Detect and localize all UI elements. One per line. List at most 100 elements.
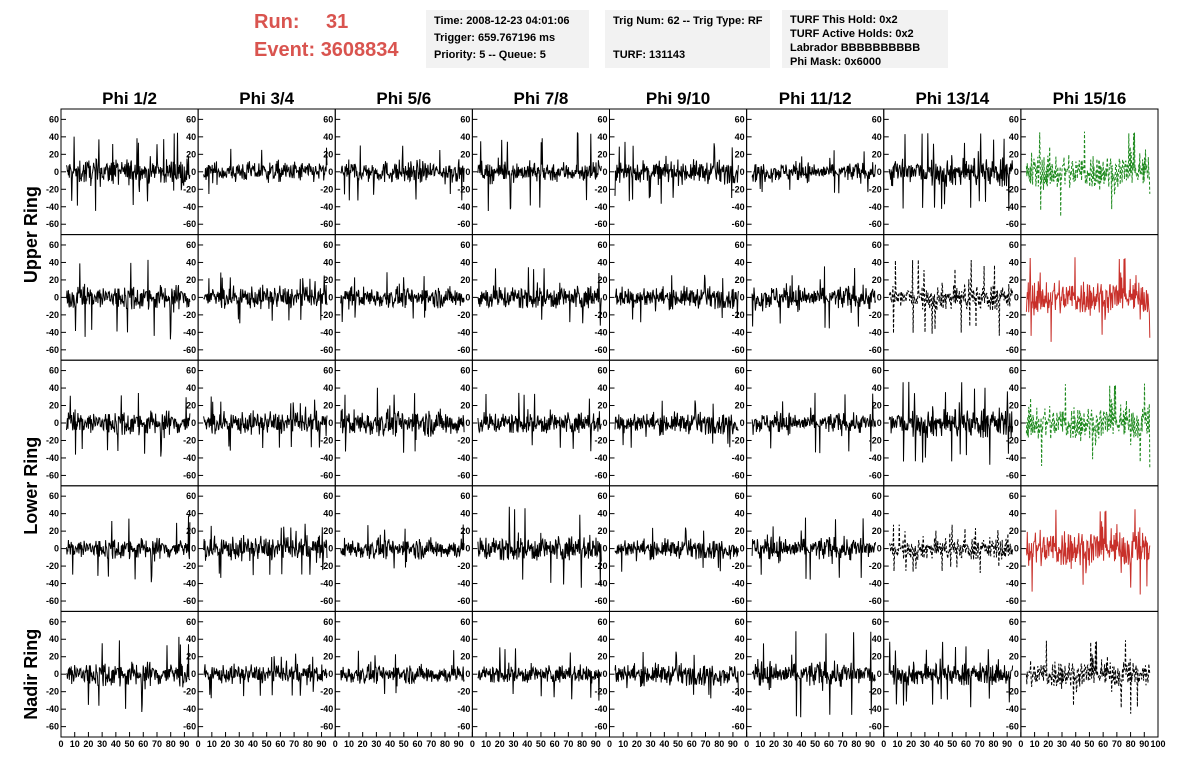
y-tick-label-r4-c1-1: -40: [46, 579, 59, 589]
y-tick-label-r5-c6-3: 0: [740, 669, 745, 679]
y-tick-label-r4-c6-6: 60: [735, 491, 745, 501]
y-tick-label-r2-c5-0: -60: [594, 345, 607, 355]
y-tick-label-r5-c3-1: -40: [320, 704, 333, 714]
x-tick-label-c8-9: 90: [1139, 739, 1149, 749]
y-tick-label-r2-c7-4: 20: [872, 275, 882, 285]
y-tick-label-r5-c2-6: 60: [186, 617, 196, 627]
x-tick-label-c7-5: 50: [947, 739, 957, 749]
x-tick-label-c1-7: 70: [152, 739, 162, 749]
x-tick-label-c4-1: 10: [481, 739, 491, 749]
y-tick-label-r1-c8-4: 20: [1009, 149, 1019, 159]
y-tick-label-r1-c6-6: 60: [735, 114, 745, 124]
y-tick-label-r5-c7-2: -20: [869, 687, 882, 697]
waveform-trace-r3-c1: [66, 392, 191, 457]
y-tick-label-r5-c1-4: 20: [49, 652, 59, 662]
y-tick-label-r5-c8-5: 40: [1009, 634, 1019, 644]
y-tick-label-r4-c1-2: -20: [46, 561, 59, 571]
event-value: 3608834: [320, 39, 399, 61]
priority-queue-text: Priority: 5 -- Queue: 5: [434, 49, 546, 61]
y-tick-label-r4-c5-1: -40: [594, 579, 607, 589]
trig-num-type-text: Trig Num: 62 -- Trig Type: RF: [613, 15, 763, 27]
y-tick-label-r3-c5-3: 0: [602, 418, 607, 428]
waveform-trace-r5-c7: [888, 641, 1014, 708]
x-tick-label-c5-0: 0: [607, 739, 612, 749]
y-tick-label-r4-c6-1: -40: [732, 579, 745, 589]
y-tick-label-r1-c4-5: 40: [460, 132, 470, 142]
waveform-trace-r4-c4: [477, 506, 602, 588]
y-tick-label-r3-c7-6: 60: [872, 366, 882, 376]
y-tick-label-r3-c2-2: -20: [183, 435, 196, 445]
y-tick-label-r2-c7-2: -20: [869, 310, 882, 320]
y-tick-label-r3-c2-0: -60: [183, 470, 196, 480]
y-tick-label-r2-c8-0: -60: [1006, 345, 1019, 355]
y-tick-label-r5-c6-1: -40: [732, 704, 745, 714]
x-tick-label-c3-7: 70: [426, 739, 436, 749]
y-tick-label-r2-c7-3: 0: [877, 292, 882, 302]
y-tick-label-r5-c2-1: -40: [183, 704, 196, 714]
y-tick-label-r3-c6-5: 40: [735, 383, 745, 393]
y-tick-label-r1-c1-3: 0: [54, 167, 59, 177]
time-text: Time: 2008-12-23 04:01:06: [434, 15, 570, 27]
y-tick-label-r5-c8-3: 0: [1014, 669, 1019, 679]
x-tick-label-c4-5: 50: [536, 739, 546, 749]
waveform-trace-r1-c8: [1025, 131, 1151, 217]
y-tick-label-r3-c8-6: 60: [1009, 366, 1019, 376]
y-tick-label-r3-c3-6: 60: [323, 366, 333, 376]
y-tick-label-r1-c4-3: 0: [465, 167, 470, 177]
y-tick-label-r5-c4-5: 40: [460, 634, 470, 644]
y-tick-label-r2-c3-4: 20: [323, 275, 333, 285]
y-tick-label-r4-c3-1: -40: [320, 579, 333, 589]
y-tick-label-r4-c8-6: 60: [1009, 491, 1019, 501]
y-tick-label-r5-c7-4: 20: [872, 652, 882, 662]
y-tick-label-r3-c4-2: -20: [457, 435, 470, 445]
column-title-6: Phi 11/12: [779, 89, 852, 108]
x-tick-label-c6-7: 70: [838, 739, 848, 749]
x-tick-label-c6-5: 50: [810, 739, 820, 749]
waveform-trace-r2-c6: [751, 266, 876, 329]
y-tick-label-r3-c2-6: 60: [186, 366, 196, 376]
y-tick-label-r5-c7-5: 40: [872, 634, 882, 644]
y-tick-label-r5-c1-5: 40: [49, 634, 59, 644]
y-tick-label-r1-c8-5: 40: [1009, 132, 1019, 142]
y-tick-label-r1-c6-0: -60: [732, 219, 745, 229]
y-tick-label-r5-c4-2: -20: [457, 687, 470, 697]
x-tick-label-c3-1: 10: [344, 739, 354, 749]
x-tick-label-c7-1: 10: [892, 739, 902, 749]
y-tick-label-r4-c6-3: 0: [740, 544, 745, 554]
y-tick-label-r5-c2-4: 20: [186, 652, 196, 662]
y-tick-label-r5-c6-4: 20: [735, 652, 745, 662]
waveform-trace-r5-c5: [614, 651, 739, 699]
x-tick-label-c3-8: 80: [440, 739, 450, 749]
run-label: Run:: [254, 11, 300, 33]
waveform-trace-r3-c3: [340, 387, 465, 453]
x-tick-label-c3-2: 20: [358, 739, 368, 749]
x-tick-label-c3-3: 30: [371, 739, 381, 749]
y-tick-label-r4-c7-3: 0: [877, 544, 882, 554]
y-tick-label-r4-c1-5: 40: [49, 509, 59, 519]
y-tick-label-r2-c3-2: -20: [320, 310, 333, 320]
y-tick-label-r3-c6-6: 60: [735, 366, 745, 376]
y-tick-label-r3-c7-0: -60: [869, 470, 882, 480]
column-title-5: Phi 9/10: [646, 89, 710, 108]
y-tick-label-r3-c4-6: 60: [460, 366, 470, 376]
y-tick-label-r3-c2-4: 20: [186, 401, 196, 411]
y-tick-label-r4-c2-5: 40: [186, 509, 196, 519]
event-row: Event: 3608834: [254, 36, 424, 64]
y-tick-label-r1-c1-4: 20: [49, 149, 59, 159]
x-tick-label-c2-8: 80: [303, 739, 313, 749]
y-tick-label-r1-c1-0: -60: [46, 219, 59, 229]
time-info-box: Time: 2008-12-23 04:01:06 Trigger: 659.7…: [426, 10, 589, 68]
y-tick-label-r1-c1-6: 60: [49, 114, 59, 124]
y-tick-label-r3-c6-2: -20: [732, 435, 745, 445]
waveform-trace-r4-c6: [751, 517, 876, 580]
y-tick-label-r2-c2-2: -20: [183, 310, 196, 320]
y-tick-label-r5-c4-1: -40: [457, 704, 470, 714]
y-tick-label-r1-c7-6: 60: [872, 114, 882, 124]
y-tick-label-r5-c8-4: 20: [1009, 652, 1019, 662]
y-tick-label-r1-c8-2: -20: [1006, 184, 1019, 194]
y-tick-label-r5-c2-2: -20: [183, 687, 196, 697]
waveform-trace-r2-c1: [66, 259, 191, 340]
waveform-trace-r5-c1: [66, 636, 191, 713]
y-tick-label-r1-c3-2: -20: [320, 184, 333, 194]
y-tick-label-r1-c6-4: 20: [735, 149, 745, 159]
